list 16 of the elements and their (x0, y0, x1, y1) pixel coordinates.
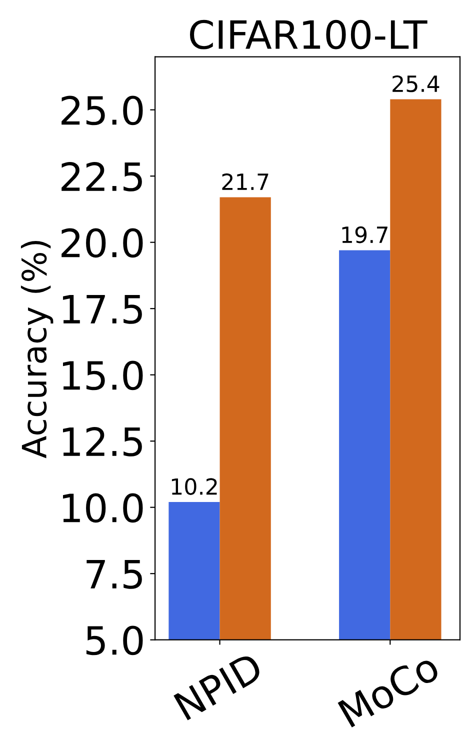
y-tick-label: 7.5 (86, 560, 142, 589)
data-label: 21.7 (222, 173, 268, 190)
chart-title: CIFAR100-LT (190, 20, 428, 50)
data-label: 10.2 (172, 478, 217, 495)
y-tick-label: 15.0 (63, 360, 143, 390)
data-label: 25.4 (392, 75, 440, 92)
y-tick-label: 17.5 (63, 295, 142, 324)
y-tick-label: 5.0 (86, 626, 143, 656)
y-tick-label: 12.5 (63, 427, 142, 456)
y-tick-label: 20.0 (62, 228, 143, 258)
y-tick-label: 22.5 (62, 162, 142, 192)
y-tick-label: 25.0 (62, 96, 143, 126)
y-tick-label: 10.0 (63, 493, 143, 523)
x-tick-label: NPID (174, 652, 264, 720)
y-axis-title: Accuracy (%) (20, 240, 54, 458)
data-label: 19.7 (342, 226, 388, 244)
